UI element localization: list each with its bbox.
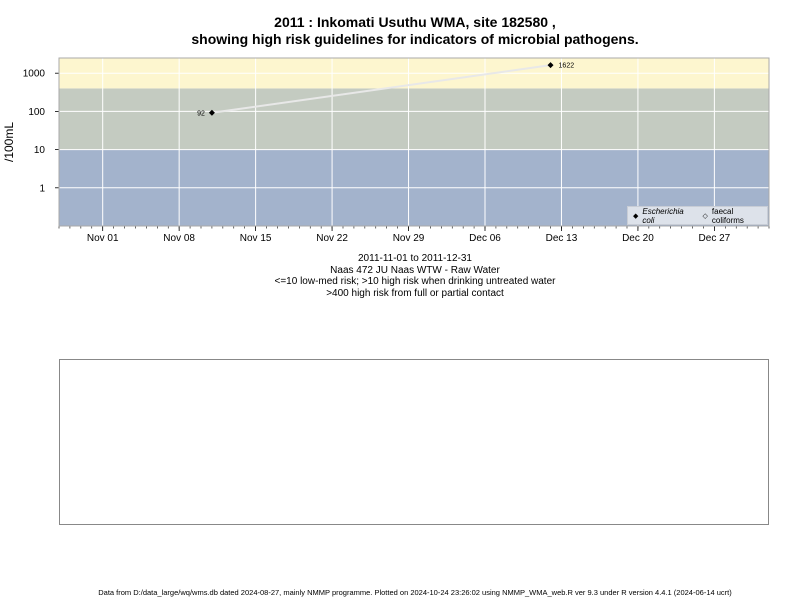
open-diamond-icon: ◇ — [702, 212, 708, 220]
x-tick-label: Dec 06 — [469, 233, 501, 244]
x-tick-label: Nov 29 — [393, 233, 425, 244]
legend-item-ecoli: ◆ Escherichia coli — [633, 207, 698, 225]
series-line-ecoli — [211, 64, 551, 114]
data-label: 1622 — [559, 63, 575, 70]
x-tick-label: Nov 01 — [87, 233, 119, 244]
date-range: 2011-11-01 to 2011-12-31 — [358, 253, 472, 264]
legend-label-faecal: faecal coliforms — [711, 206, 744, 225]
chart-title-line-1: 2011 : Inkomati Usuthu WMA, site 182580 … — [274, 14, 556, 30]
plot-border — [58, 57, 770, 227]
y-axis-label: /100mL — [2, 122, 16, 162]
filled-diamond-icon: ◆ — [633, 212, 639, 220]
risk-band-1 — [59, 88, 769, 150]
data-point-ecoli — [547, 62, 554, 69]
x-tick-label: Dec 27 — [699, 233, 731, 244]
x-tick-label: Nov 22 — [316, 233, 348, 244]
x-tick-label: Nov 15 — [240, 233, 272, 244]
legend-label-ecoli: Escherichia coli — [642, 206, 684, 225]
data-source-footer: Data from D:/data_large/wq/wms.db dated … — [98, 588, 732, 597]
guideline-drinking: <=10 low-med risk; >10 high risk when dr… — [274, 276, 556, 287]
y-tick-label: 1 — [39, 183, 45, 194]
chart-title-line-2: showing high risk guidelines for indicat… — [191, 31, 639, 47]
chart-legend: ◆ Escherichia coli ◇ faecal coliforms — [627, 206, 768, 225]
x-tick-label: Dec 20 — [622, 233, 654, 244]
y-tick-label: 10 — [34, 145, 46, 156]
site-name: Naas 472 JU Naas WTW - Raw Water — [330, 264, 500, 276]
guideline-contact: >400 high risk from full or partial cont… — [326, 287, 504, 299]
x-tick-label: Dec 13 — [546, 233, 578, 244]
data-label: 92 — [197, 110, 205, 117]
data-point-ecoli — [208, 109, 215, 116]
y-tick-label: 100 — [28, 107, 45, 118]
x-tick-label: Nov 08 — [163, 233, 195, 244]
legend-item-faecal: ◇ faecal coliforms — [703, 207, 768, 225]
empty-chart-panel — [59, 359, 769, 525]
y-tick-label: 1000 — [23, 69, 46, 80]
